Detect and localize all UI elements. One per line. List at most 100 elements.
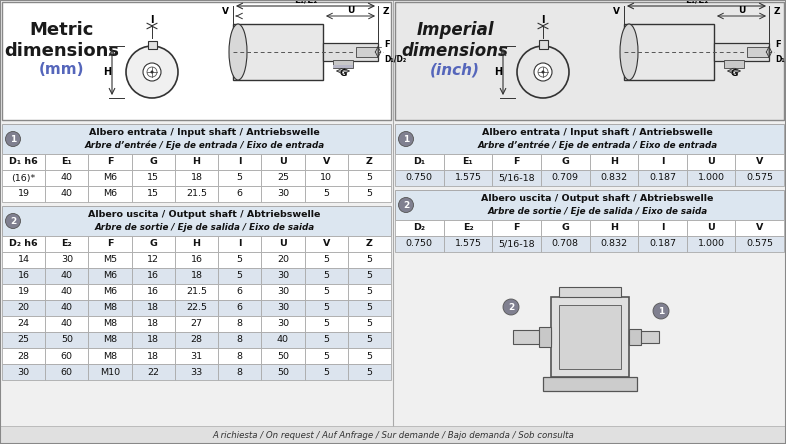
Text: 8: 8 <box>237 352 243 361</box>
Text: U: U <box>279 158 287 166</box>
Text: M6: M6 <box>103 190 117 198</box>
Text: Albero uscita / Output shaft / Abtriebswelle: Albero uscita / Output shaft / Abtriebsw… <box>88 210 321 219</box>
Text: 40: 40 <box>61 271 73 281</box>
Text: 1.000: 1.000 <box>697 174 725 182</box>
Bar <box>175 236 218 252</box>
Bar <box>132 252 175 268</box>
Text: Arbre d’entrée / Eje de entrada / Eixo de entrada: Arbre d’entrée / Eje de entrada / Eixo d… <box>477 141 718 151</box>
Text: 0.750: 0.750 <box>406 174 433 182</box>
Text: 5: 5 <box>366 174 373 182</box>
Text: 18: 18 <box>147 304 160 313</box>
Bar <box>2 186 46 202</box>
Text: U: U <box>707 223 715 233</box>
Bar <box>590 170 638 186</box>
Text: 6: 6 <box>237 190 243 198</box>
Bar <box>724 60 744 68</box>
Text: 10: 10 <box>320 174 332 182</box>
Bar <box>89 170 132 186</box>
Bar <box>638 170 687 186</box>
Text: G: G <box>561 223 569 233</box>
Bar <box>2 170 46 186</box>
Bar <box>261 268 304 284</box>
Bar <box>395 154 443 170</box>
Bar <box>89 154 132 170</box>
Text: Z: Z <box>366 239 373 249</box>
Text: 5: 5 <box>366 255 373 265</box>
Bar <box>736 154 784 170</box>
Bar <box>218 236 261 252</box>
Bar <box>175 252 218 268</box>
Text: E₂: E₂ <box>463 223 473 233</box>
Bar <box>46 332 89 348</box>
Text: D₁ h6: D₁ h6 <box>9 158 38 166</box>
Bar <box>261 252 304 268</box>
Text: 5: 5 <box>366 352 373 361</box>
Bar <box>175 300 218 316</box>
Bar <box>46 154 89 170</box>
Text: 2: 2 <box>10 217 17 226</box>
Text: 6: 6 <box>237 304 243 313</box>
Text: F: F <box>513 158 520 166</box>
Bar <box>304 348 347 364</box>
Text: 40: 40 <box>61 304 73 313</box>
Text: 0.575: 0.575 <box>746 174 773 182</box>
Bar <box>132 300 175 316</box>
Text: 1: 1 <box>10 135 17 143</box>
Text: G: G <box>730 70 738 79</box>
Text: 30: 30 <box>277 304 289 313</box>
Bar <box>541 170 590 186</box>
Bar <box>2 268 46 284</box>
Bar <box>89 236 132 252</box>
Text: U: U <box>279 239 287 249</box>
Bar <box>89 252 132 268</box>
Bar <box>559 305 621 369</box>
Bar <box>347 268 391 284</box>
Text: 19: 19 <box>17 190 30 198</box>
Bar <box>347 332 391 348</box>
Text: 2: 2 <box>403 201 410 210</box>
Text: 5: 5 <box>323 190 329 198</box>
Bar <box>323 43 378 61</box>
Bar <box>304 170 347 186</box>
Bar <box>46 348 89 364</box>
Bar <box>304 364 347 380</box>
Bar <box>590 236 638 252</box>
Bar <box>347 364 391 380</box>
Text: 12: 12 <box>147 255 160 265</box>
Text: 1.000: 1.000 <box>697 239 725 249</box>
Text: A richiesta / On request / Auf Anfrage / Sur demande / Bajo demanda / Sob consul: A richiesta / On request / Auf Anfrage /… <box>212 431 574 440</box>
Text: 60: 60 <box>61 352 73 361</box>
Bar <box>2 206 391 236</box>
Text: D₁: D₁ <box>413 158 425 166</box>
Text: 0.187: 0.187 <box>649 239 676 249</box>
Bar <box>333 65 353 68</box>
Text: Arbre de sortie / Eje de salida / Eixo de saida: Arbre de sortie / Eje de salida / Eixo d… <box>94 223 314 232</box>
Text: D₂ h6: D₂ h6 <box>9 239 38 249</box>
Bar <box>638 154 687 170</box>
Text: 5: 5 <box>237 174 243 182</box>
Bar <box>218 300 261 316</box>
Bar <box>304 316 347 332</box>
Text: dimensions: dimensions <box>5 42 119 60</box>
Bar <box>2 124 391 154</box>
Bar <box>175 154 218 170</box>
Text: 18: 18 <box>147 320 160 329</box>
Bar <box>132 154 175 170</box>
Bar <box>687 236 736 252</box>
Text: Metric: Metric <box>30 21 94 39</box>
Bar <box>304 300 347 316</box>
Text: 5: 5 <box>237 271 243 281</box>
Text: F: F <box>513 223 520 233</box>
Text: Imperial: Imperial <box>417 21 494 39</box>
Text: 1.575: 1.575 <box>454 174 482 182</box>
Text: 18: 18 <box>147 336 160 345</box>
Text: 8: 8 <box>237 368 243 377</box>
Text: 28: 28 <box>190 336 203 345</box>
Bar <box>551 297 629 377</box>
Bar <box>559 287 621 297</box>
Bar <box>304 186 347 202</box>
Bar <box>736 220 784 236</box>
Text: G: G <box>561 158 569 166</box>
Text: 40: 40 <box>61 190 73 198</box>
Bar <box>218 252 261 268</box>
